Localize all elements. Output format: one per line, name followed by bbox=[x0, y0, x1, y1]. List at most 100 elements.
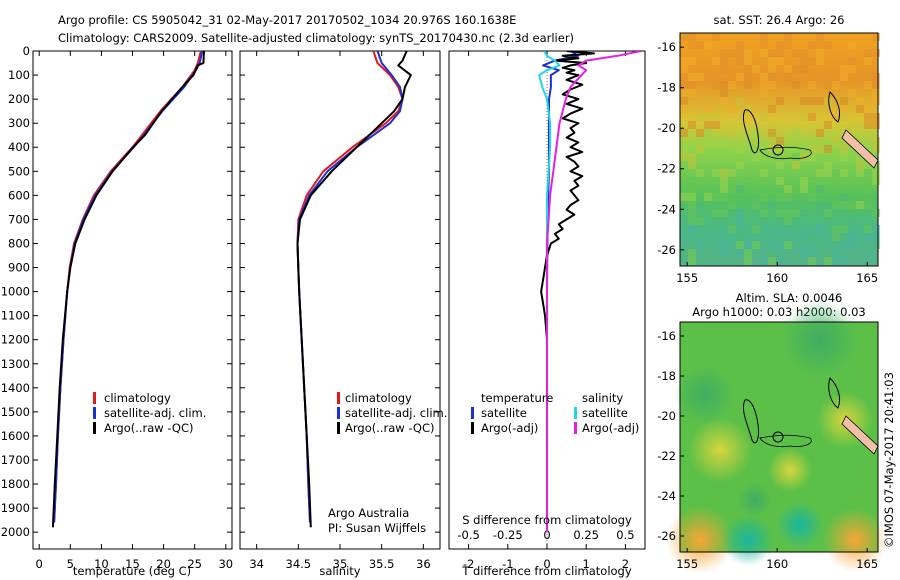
legend-swatch-argo bbox=[337, 422, 340, 434]
x-tick-label: 25 bbox=[187, 557, 202, 571]
sst-pixel bbox=[760, 257, 768, 265]
sst-pixel bbox=[872, 169, 880, 177]
sst-pixel bbox=[744, 225, 752, 233]
sst-pixel bbox=[800, 177, 808, 185]
sst-pixel bbox=[808, 177, 816, 185]
sst-pixel bbox=[840, 65, 848, 73]
sst-pixel bbox=[696, 225, 704, 233]
x-tick-label: 1 bbox=[583, 557, 590, 571]
sst-pixel bbox=[776, 257, 784, 265]
y-tick-label: 400 bbox=[8, 140, 30, 154]
sst-pixel bbox=[776, 161, 784, 169]
sst-pixel bbox=[840, 257, 848, 265]
sst-pixel bbox=[800, 57, 808, 65]
y-tick-label: 500 bbox=[8, 164, 30, 178]
sst-pixel bbox=[720, 49, 728, 57]
legend-swatch-t-argo bbox=[471, 422, 474, 434]
y-tick-label: 1600 bbox=[1, 429, 30, 443]
land-outline bbox=[841, 129, 879, 169]
sst-pixel bbox=[792, 185, 800, 193]
sst-pixel bbox=[720, 89, 728, 97]
sst-pixel bbox=[688, 257, 696, 265]
sst-pixel bbox=[696, 113, 704, 121]
sst-pixel bbox=[856, 105, 864, 113]
temperature-xlabel: temperature (deg C) bbox=[73, 564, 191, 578]
sst-pixel bbox=[840, 241, 848, 249]
x-tick-label: 0 bbox=[36, 557, 43, 571]
sst-pixel bbox=[704, 41, 712, 49]
sst-pixel bbox=[744, 177, 752, 185]
series-line-argo bbox=[51, 51, 205, 528]
sla-blob bbox=[737, 482, 773, 518]
sst-pixel bbox=[824, 225, 832, 233]
sst-pixel bbox=[832, 137, 840, 145]
sst-pixel bbox=[824, 81, 832, 89]
sst-pixel bbox=[688, 177, 696, 185]
sst-pixel bbox=[680, 105, 688, 113]
sst-pixel bbox=[728, 129, 736, 137]
y-tick-label: 600 bbox=[8, 188, 30, 202]
sst-pixel bbox=[680, 33, 688, 41]
sst-pixel bbox=[816, 97, 824, 105]
sst-pixel bbox=[792, 209, 800, 217]
sst-pixel bbox=[704, 121, 712, 129]
sst-pixel bbox=[872, 137, 880, 145]
sst-pixel bbox=[808, 153, 816, 161]
sst-pixel bbox=[768, 49, 776, 57]
sst-pixel bbox=[720, 97, 728, 105]
sst-pixel bbox=[872, 145, 880, 153]
sst-pixel bbox=[816, 209, 824, 217]
series-line-satellite bbox=[53, 51, 204, 523]
x-tick-label: 30 bbox=[218, 557, 233, 571]
sst-pixel bbox=[784, 241, 792, 249]
sst-pixel bbox=[872, 73, 880, 81]
sst-pixel bbox=[728, 201, 736, 209]
sst-pixel bbox=[872, 89, 880, 97]
sst-pixel bbox=[704, 241, 712, 249]
sst-pixel bbox=[720, 217, 728, 225]
sst-pixel bbox=[776, 57, 784, 65]
series-line-climatology bbox=[296, 51, 404, 523]
sst-pixel bbox=[720, 177, 728, 185]
sst-pixel bbox=[872, 161, 880, 169]
sst-pixel bbox=[688, 217, 696, 225]
sst-pixel bbox=[704, 137, 712, 145]
sla-blob bbox=[666, 506, 734, 574]
sst-pixel bbox=[752, 201, 760, 209]
sla-blob bbox=[675, 365, 735, 425]
sst-pixel bbox=[728, 169, 736, 177]
sst-pixel bbox=[872, 233, 880, 241]
sst-pixel bbox=[680, 97, 688, 105]
sst-pixel bbox=[816, 33, 824, 41]
sst-pixel bbox=[720, 169, 728, 177]
sst-pixel bbox=[768, 129, 776, 137]
salinity-legend: climatology satellite-adj. clim. Argo(..… bbox=[337, 391, 447, 435]
sst-pixel bbox=[688, 209, 696, 217]
x-tick-label: 2 bbox=[622, 557, 629, 571]
map-x-tick-label: 155 bbox=[676, 271, 698, 285]
sst-pixel bbox=[816, 129, 824, 137]
legend-head-salinity: salinity bbox=[582, 391, 623, 405]
sst-pixel bbox=[824, 201, 832, 209]
s-diff-title: S difference from climatology bbox=[462, 513, 632, 527]
sst-pixel bbox=[824, 161, 832, 169]
temperature-lines bbox=[51, 51, 205, 528]
sst-pixel bbox=[848, 89, 856, 97]
x-tick-label: 35.5 bbox=[369, 557, 395, 571]
sst-pixel bbox=[752, 129, 760, 137]
y-tick-label: 2000 bbox=[1, 525, 30, 539]
y-tick-label: 900 bbox=[8, 261, 30, 275]
sst-pixel bbox=[680, 89, 688, 97]
legend-swatch-t-satellite bbox=[471, 407, 474, 419]
sst-pixel bbox=[736, 161, 744, 169]
sst-pixel bbox=[848, 57, 856, 65]
sst-pixel bbox=[736, 233, 744, 241]
sst-pixel bbox=[688, 57, 696, 65]
x-tick-label: 34.5 bbox=[286, 557, 312, 571]
legend-swatch-satellite bbox=[337, 407, 340, 419]
sst-pixel bbox=[808, 249, 816, 257]
reef-outline bbox=[759, 434, 812, 448]
sst-pixel bbox=[808, 41, 816, 49]
sst-pixel bbox=[688, 41, 696, 49]
map-y-tick-label: -24 bbox=[657, 202, 676, 216]
